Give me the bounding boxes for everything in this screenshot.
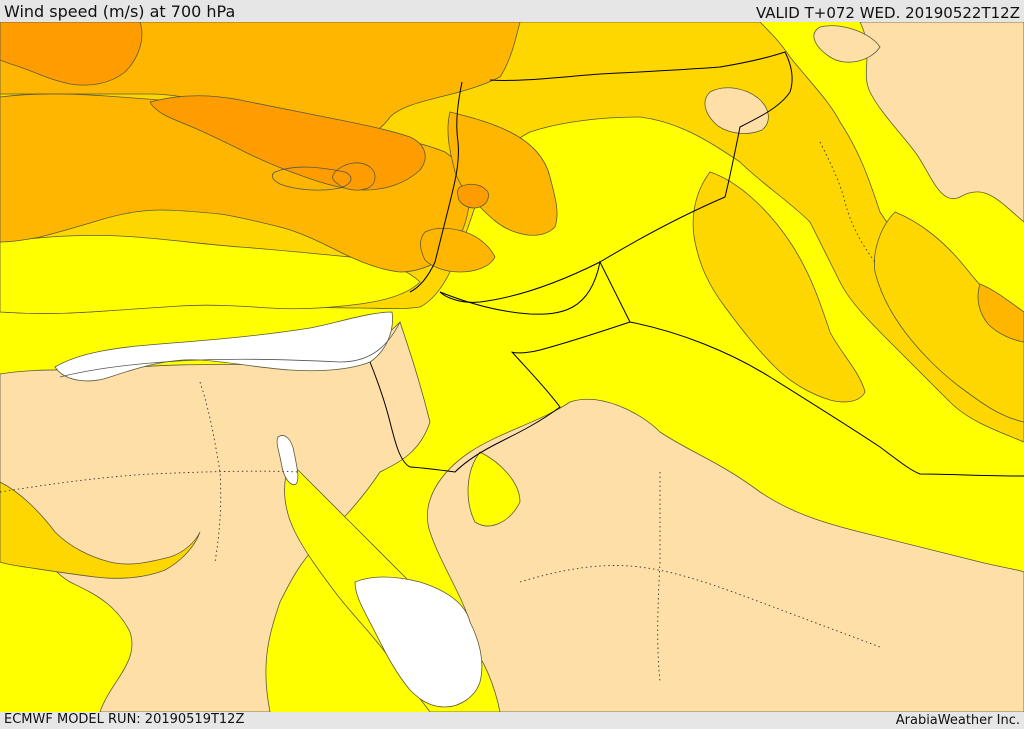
border-jordan — [409, 260, 631, 473]
coast-cyprus — [271, 166, 352, 191]
border-saudi-iraq — [629, 321, 1024, 477]
band-orange-aegean — [0, 22, 143, 86]
map-title: Wind speed (m/s) at 700 hPa — [4, 2, 236, 21]
valid-time: VALID T+072 WED. 20190522T12Z — [755, 4, 1020, 22]
band-gold-east — [874, 211, 1024, 423]
band-tan-iraq — [704, 87, 769, 134]
border-levant-coast — [409, 81, 463, 293]
band-amber-levant — [447, 111, 558, 236]
band-gold-west — [0, 481, 201, 579]
border-internal-3 — [657, 472, 661, 683]
band-amber-levant-south — [420, 227, 496, 273]
border-internal-5 — [199, 381, 222, 563]
map-canvas — [0, 22, 1024, 712]
band-white-redsea — [354, 576, 483, 708]
map-footer: ECMWF MODEL RUN: 20190519T12Z ArabiaWeat… — [0, 712, 1024, 729]
band-yellow-central-sea — [0, 234, 421, 314]
band-orange-core — [332, 162, 376, 191]
band-tan-ne-patch — [813, 25, 881, 63]
band-orange-syria — [457, 183, 489, 209]
wind-speed-map — [0, 22, 1024, 712]
border-egypt-israel — [369, 361, 411, 468]
coast-mediterranean — [59, 321, 401, 378]
border-syria-iraq — [439, 51, 793, 303]
band-tan-arabia — [427, 398, 1024, 712]
band-white-lake — [276, 435, 299, 485]
band-gold-iraq — [692, 171, 866, 403]
band-white-coast — [54, 311, 393, 382]
map-header: Wind speed (m/s) at 700 hPa VALID T+072 … — [0, 0, 1024, 22]
band-amber-east — [977, 283, 1024, 343]
model-run: ECMWF MODEL RUN: 20190519T12Z — [4, 712, 245, 727]
credit-text: ArabiaWeather Inc. — [895, 713, 1020, 728]
band-yellow-arabia-lobe — [467, 451, 521, 527]
band-tan-northeast — [859, 22, 1024, 223]
border-internal-2 — [519, 565, 881, 648]
